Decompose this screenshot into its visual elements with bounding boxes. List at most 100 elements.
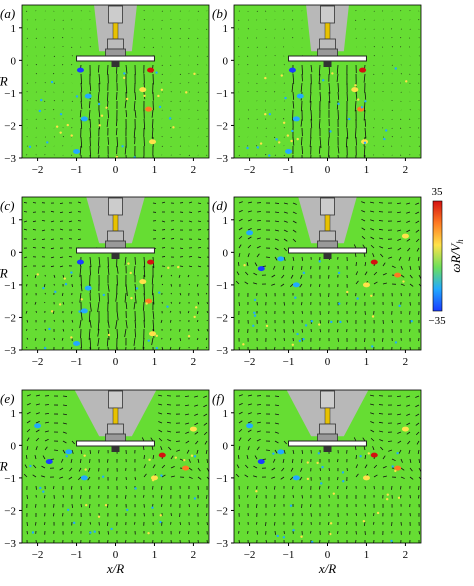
vector-arrow bbox=[152, 118, 154, 129]
vector-arrow bbox=[355, 280, 359, 285]
vorticity-spot bbox=[292, 116, 300, 122]
vector-arrow bbox=[406, 413, 411, 416]
vector-arrow bbox=[60, 458, 64, 463]
vector-arrow bbox=[300, 118, 303, 127]
velocity-vectors bbox=[235, 201, 421, 350]
vector-arrow bbox=[143, 256, 146, 268]
vector-arrow bbox=[188, 467, 193, 471]
y-tick-label: −3 bbox=[216, 538, 228, 550]
vector-arrow bbox=[26, 428, 31, 433]
y-tick-label: −2 bbox=[216, 505, 228, 517]
vorticity-speck bbox=[346, 290, 349, 294]
motor-housing bbox=[320, 5, 335, 24]
vector-arrow bbox=[370, 437, 375, 442]
vector-arrow bbox=[370, 429, 375, 433]
vorticity-spot bbox=[73, 148, 81, 154]
vector-arrow bbox=[142, 445, 145, 451]
rotor-diagram-icon bbox=[288, 390, 367, 452]
vector-arrow bbox=[363, 446, 366, 451]
vector-arrow bbox=[71, 46, 73, 48]
y-tick-label: 0 bbox=[11, 247, 17, 259]
vector-arrow bbox=[80, 346, 82, 350]
vector-arrow bbox=[380, 446, 384, 451]
vorticity-speck bbox=[147, 531, 150, 535]
vector-arrow bbox=[337, 337, 339, 342]
vector-arrow bbox=[373, 521, 375, 525]
vector-arrow bbox=[97, 301, 100, 313]
vorticity-speck bbox=[304, 324, 308, 327]
vector-arrow bbox=[161, 485, 163, 490]
vorticity-speck bbox=[318, 323, 321, 326]
vorticity-speck bbox=[306, 461, 309, 464]
vector-arrow bbox=[53, 512, 55, 517]
vector-arrow bbox=[152, 202, 157, 204]
rotor-diagram-icon bbox=[76, 197, 155, 259]
vector-arrow bbox=[89, 301, 92, 312]
vector-arrow bbox=[370, 394, 375, 397]
vector-arrow bbox=[89, 145, 91, 157]
y-tick-label: 1 bbox=[223, 408, 229, 420]
vector-arrow bbox=[124, 328, 127, 338]
vector-arrow bbox=[59, 265, 64, 268]
vector-arrow bbox=[238, 437, 242, 442]
vorticity-spot bbox=[73, 340, 81, 346]
vector-arrow bbox=[78, 467, 82, 472]
vector-arrow bbox=[328, 485, 330, 489]
vector-arrow bbox=[256, 253, 260, 258]
vector-arrow bbox=[35, 403, 40, 406]
vorticity-speck bbox=[275, 138, 278, 141]
vorticity-speck bbox=[72, 521, 76, 525]
vector-arrow bbox=[283, 256, 286, 261]
vector-arrow bbox=[53, 319, 55, 322]
vector-arrow bbox=[378, 413, 384, 415]
vector-arrow bbox=[254, 262, 258, 267]
vector-arrow bbox=[133, 265, 136, 276]
vector-arrow bbox=[151, 446, 154, 451]
vector-arrow bbox=[197, 238, 202, 240]
vector-arrow bbox=[290, 274, 294, 279]
vorticity-spot bbox=[150, 475, 158, 481]
vector-arrow bbox=[336, 100, 339, 110]
vorticity-spot bbox=[158, 452, 166, 458]
vector-arrow bbox=[406, 220, 411, 223]
vector-arrow bbox=[364, 91, 367, 100]
vector-arrow bbox=[89, 503, 91, 508]
vorticity-speck bbox=[394, 67, 397, 70]
vorticity-speck bbox=[185, 91, 188, 94]
vorticity-speck bbox=[296, 137, 299, 141]
vector-arrow bbox=[206, 328, 209, 332]
vector-arrow bbox=[41, 229, 46, 232]
vector-arrow bbox=[62, 440, 67, 444]
x-tick-label: 1 bbox=[364, 549, 370, 561]
vorticity-speck bbox=[193, 72, 196, 76]
vorticity-speck bbox=[332, 492, 336, 495]
rotor-shaft bbox=[112, 22, 119, 40]
vector-arrow bbox=[152, 310, 155, 320]
vector-arrow bbox=[301, 256, 304, 262]
vector-arrow bbox=[71, 328, 74, 331]
y-tick-label: 0 bbox=[11, 55, 17, 67]
vector-arrow bbox=[238, 394, 243, 397]
vector-arrow bbox=[188, 211, 193, 213]
vector-arrow bbox=[62, 404, 68, 407]
vector-arrow bbox=[62, 64, 64, 66]
x-tick-label: −2 bbox=[244, 164, 256, 176]
vorticity-spot bbox=[292, 282, 300, 288]
vector-arrow bbox=[35, 429, 40, 433]
vector-arrow bbox=[203, 431, 208, 436]
vector-arrow bbox=[408, 256, 411, 261]
vector-arrow bbox=[196, 283, 199, 287]
vector-arrow bbox=[59, 228, 64, 231]
vector-arrow bbox=[238, 218, 243, 222]
vector-arrow bbox=[107, 458, 109, 463]
vector-arrow bbox=[203, 413, 208, 417]
vector-arrow bbox=[59, 256, 64, 258]
vector-arrow bbox=[194, 413, 199, 416]
vector-arrow bbox=[310, 154, 312, 158]
x-tick-label: 1 bbox=[152, 356, 158, 368]
vector-arrow bbox=[417, 449, 420, 454]
vector-arrow bbox=[247, 403, 252, 406]
vector-arrow bbox=[169, 310, 172, 313]
motor-housing bbox=[320, 390, 335, 409]
vector-arrow bbox=[364, 464, 368, 469]
